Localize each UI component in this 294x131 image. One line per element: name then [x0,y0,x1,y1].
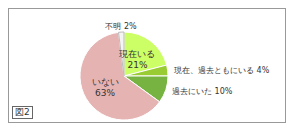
svg-text:不明2%: 不明2% [105,22,137,31]
svg-text:いない63%: いない63% [92,77,119,98]
svg-text:過去にいた10%: 過去にいた10% [172,87,233,96]
svg-text:現在いる21%: 現在いる21% [119,49,155,70]
svg-text:現在、過去ともにいる4%: 現在、過去ともにいる4% [174,66,270,75]
html-text:図2: 図2 [15,107,30,117]
